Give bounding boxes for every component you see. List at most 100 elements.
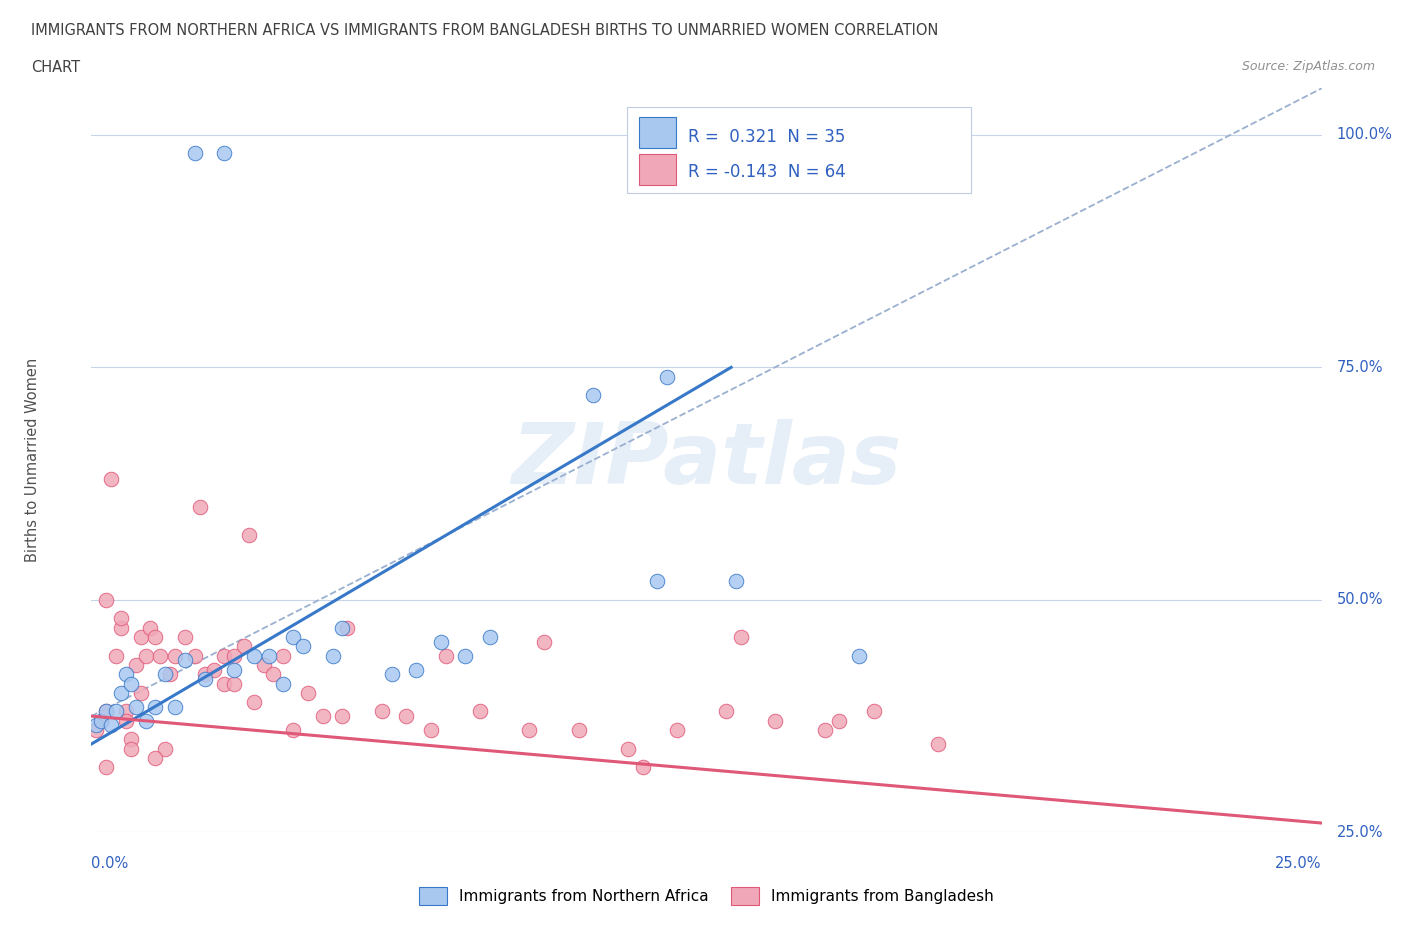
Point	[665, 723, 688, 737]
Point	[478, 630, 501, 644]
Point	[1025, 871, 1047, 886]
Point	[330, 709, 353, 724]
Point	[174, 630, 197, 644]
FancyBboxPatch shape	[638, 153, 676, 185]
Point	[110, 611, 132, 626]
Point	[725, 574, 748, 589]
Point	[163, 699, 186, 714]
Point	[129, 685, 152, 700]
Point	[135, 648, 156, 663]
Text: 0.0%: 0.0%	[91, 857, 128, 871]
Text: Source: ZipAtlas.com: Source: ZipAtlas.com	[1241, 60, 1375, 73]
Point	[242, 695, 264, 710]
Point	[281, 630, 304, 644]
Point	[135, 713, 156, 728]
Point	[212, 146, 235, 161]
Point	[262, 667, 284, 682]
Point	[159, 667, 181, 682]
Text: 50.0%: 50.0%	[1336, 592, 1384, 607]
Point	[222, 648, 246, 663]
Point	[330, 620, 353, 635]
Text: IMMIGRANTS FROM NORTHERN AFRICA VS IMMIGRANTS FROM BANGLADESH BIRTHS TO UNMARRIE: IMMIGRANTS FROM NORTHERN AFRICA VS IMMIG…	[31, 23, 938, 38]
Point	[232, 639, 256, 654]
Point	[120, 741, 142, 756]
Text: 75.0%: 75.0%	[1336, 360, 1384, 375]
Point	[183, 648, 207, 663]
Point	[434, 648, 457, 663]
Point	[242, 648, 264, 663]
Point	[163, 648, 186, 663]
Point	[202, 662, 225, 677]
Point	[145, 630, 166, 644]
Point	[631, 760, 654, 775]
Point	[86, 723, 108, 737]
Point	[1123, 871, 1146, 886]
Point	[105, 648, 127, 663]
Point	[114, 713, 138, 728]
FancyBboxPatch shape	[638, 116, 676, 148]
Point	[110, 685, 132, 700]
Point	[291, 639, 314, 654]
Point	[120, 732, 142, 747]
Point	[730, 630, 752, 644]
Text: 25.0%: 25.0%	[1275, 857, 1322, 871]
Point	[405, 662, 427, 677]
Point	[96, 592, 117, 607]
Point	[153, 667, 177, 682]
Point	[90, 713, 112, 728]
Point	[848, 648, 870, 663]
Point	[124, 658, 146, 672]
Point	[90, 713, 112, 728]
Point	[336, 620, 359, 635]
Point	[862, 704, 886, 719]
Text: 100.0%: 100.0%	[1336, 127, 1392, 142]
Point	[281, 723, 304, 737]
Point	[129, 630, 152, 644]
Point	[454, 648, 477, 663]
Legend: Immigrants from Northern Africa, Immigrants from Bangladesh: Immigrants from Northern Africa, Immigra…	[413, 881, 1000, 910]
Point	[120, 676, 142, 691]
Point	[96, 704, 117, 719]
Point	[96, 704, 117, 719]
Point	[149, 648, 172, 663]
Point	[395, 709, 418, 724]
Point	[253, 658, 276, 672]
Point	[533, 634, 555, 649]
Point	[153, 741, 177, 756]
Point	[100, 718, 122, 733]
Point	[222, 662, 246, 677]
Point	[271, 676, 295, 691]
Point	[429, 634, 451, 649]
Point	[616, 741, 638, 756]
Point	[311, 709, 335, 724]
Point	[188, 499, 211, 514]
Point	[145, 699, 166, 714]
Point	[419, 723, 441, 737]
Point	[655, 369, 678, 384]
Point	[145, 751, 166, 765]
Point	[321, 648, 343, 663]
Point	[212, 648, 235, 663]
Point	[765, 713, 787, 728]
Point	[100, 472, 122, 486]
Point	[124, 699, 146, 714]
Point	[222, 676, 246, 691]
Point	[567, 723, 591, 737]
Point	[927, 737, 949, 751]
Point	[714, 704, 737, 719]
Text: ZIPatlas: ZIPatlas	[512, 418, 901, 502]
FancyBboxPatch shape	[627, 107, 972, 193]
Point	[212, 676, 235, 691]
Point	[139, 620, 162, 635]
Point	[370, 704, 392, 719]
Point	[297, 685, 319, 700]
Point	[828, 713, 851, 728]
Point	[105, 704, 127, 719]
Point	[813, 723, 835, 737]
Point	[110, 620, 132, 635]
Text: R = -0.143  N = 64: R = -0.143 N = 64	[688, 163, 846, 180]
Point	[193, 667, 217, 682]
Point	[271, 648, 295, 663]
Point	[582, 388, 605, 403]
Point	[645, 574, 669, 589]
